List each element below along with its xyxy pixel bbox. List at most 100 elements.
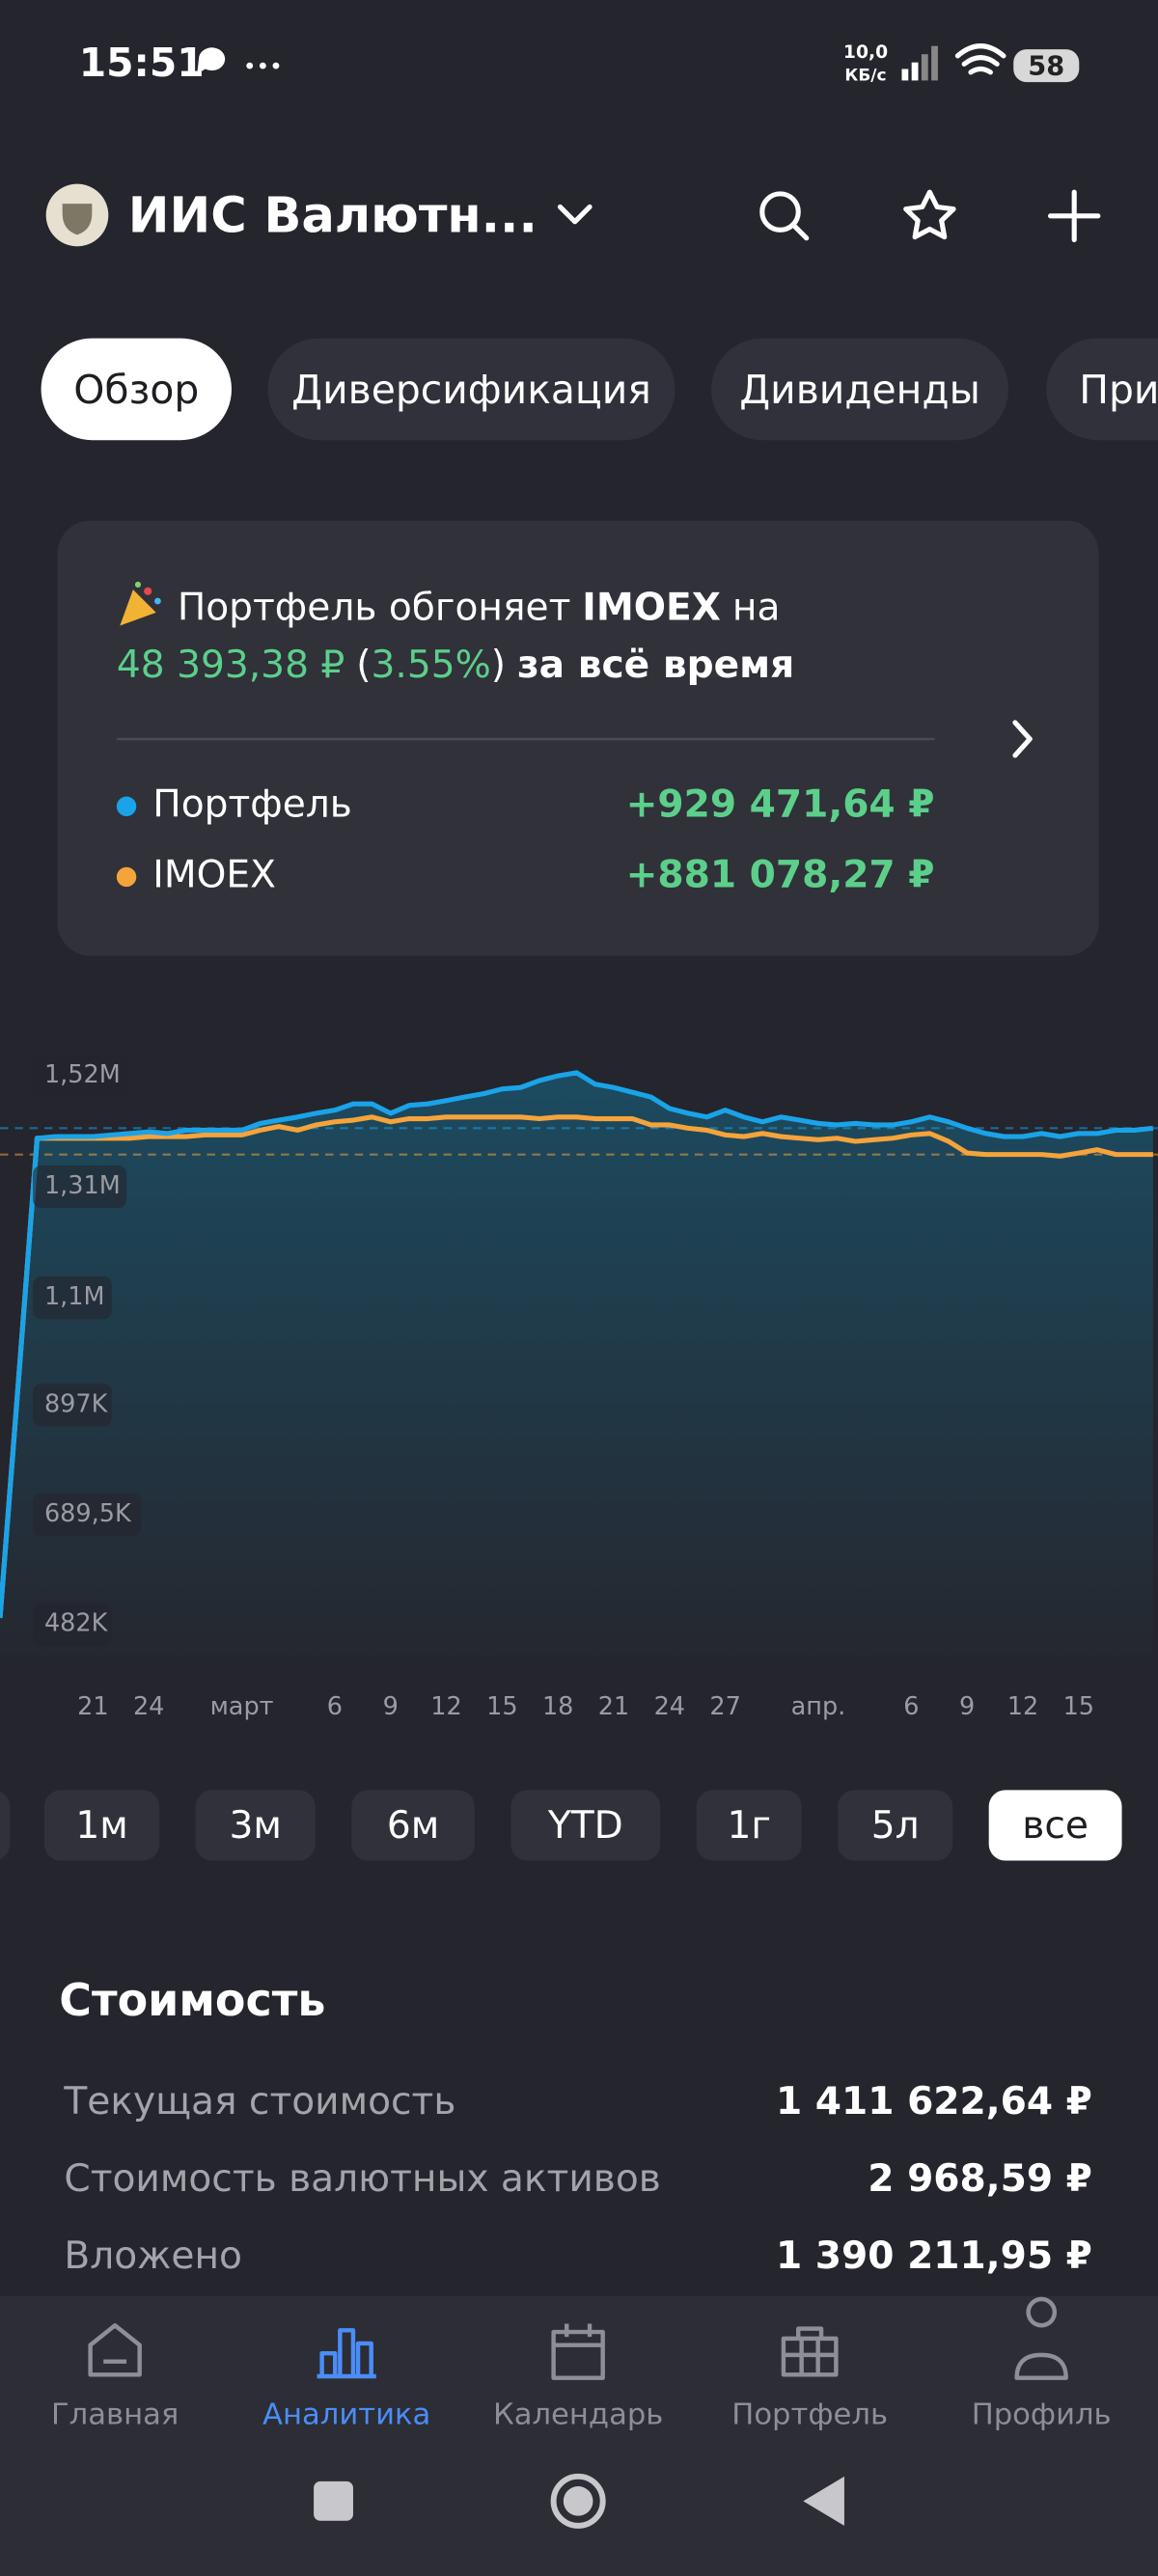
- y-tick-label: 1,52M: [44, 1060, 121, 1089]
- series-line: [0, 1114, 1153, 1619]
- nav-label[interactable]: Календарь: [493, 2398, 663, 2431]
- x-tick-label: 21: [77, 1692, 108, 1721]
- account-chevron[interactable]: [557, 204, 593, 225]
- x-tick-label: 12: [430, 1692, 461, 1721]
- x-tick-label: 12: [1007, 1692, 1038, 1721]
- nav-icon[interactable]: [317, 2328, 376, 2379]
- y-tick-label: 1,31M: [44, 1171, 121, 1200]
- status-time: 15:51: [79, 40, 205, 86]
- card-legend: Портфель +929 471,64 ₽ IMOEX +881 078,27 ₽: [116, 782, 935, 896]
- tab[interactable]: [711, 338, 1009, 441]
- network-unit: КБ/с: [844, 66, 886, 85]
- card-index-name: IMOEX: [582, 586, 721, 629]
- android-recents[interactable]: [314, 2480, 353, 2521]
- nav-label[interactable]: Аналитика: [262, 2398, 430, 2431]
- party-emoji: [120, 581, 161, 626]
- legend-dot: [116, 796, 137, 816]
- period-button[interactable]: [351, 1790, 475, 1861]
- y-tick-background: [33, 1054, 127, 1098]
- nav-label[interactable]: Портфель: [731, 2398, 888, 2431]
- legend-value: +929 471,64 ₽: [626, 782, 935, 826]
- difference-amount: 48 393,38 ₽: [117, 644, 345, 687]
- nav-icon[interactable]: [781, 2326, 839, 2377]
- x-tick-label: 27: [709, 1692, 740, 1721]
- card-headline-text: Портфель обгоняет: [178, 586, 571, 629]
- period-button[interactable]: [195, 1790, 316, 1861]
- period-selector: 1м 3м 6м YTD 1г 5л все: [0, 1790, 1122, 1861]
- nav-icon[interactable]: [1014, 2296, 1068, 2380]
- tab[interactable]: [267, 338, 676, 441]
- tab-label[interactable]: При: [1079, 367, 1158, 413]
- difference-percent: 3.55%: [371, 644, 490, 687]
- signal-icon: [901, 45, 938, 81]
- paren-close: ): [491, 644, 506, 687]
- series-line: [0, 1070, 1154, 1619]
- paren-open: (: [356, 644, 371, 687]
- y-tick-label: 897K: [44, 1389, 109, 1418]
- x-tick-label: 9: [383, 1692, 399, 1721]
- stat-value: 1 390 211,95 ₽: [776, 2234, 1092, 2278]
- status-chat-icon: [197, 47, 226, 74]
- tab[interactable]: [1046, 338, 1158, 441]
- period-button[interactable]: [988, 1790, 1122, 1861]
- nav-icon[interactable]: [551, 2323, 605, 2380]
- tab-label[interactable]: Обзор: [73, 367, 199, 413]
- area: [0, 1072, 1153, 1659]
- bottom-nav: [0, 2295, 1158, 2576]
- period-label[interactable]: все: [1022, 1804, 1089, 1848]
- legend-dot: [116, 866, 137, 888]
- nav-items: Главная Аналитика Календарь Портфель Профиль: [51, 2296, 1112, 2431]
- y-tick-background: [33, 1493, 142, 1537]
- period-label[interactable]: 3м: [229, 1804, 281, 1848]
- tab[interactable]: [41, 338, 232, 441]
- y-tick-label: 1,1M: [44, 1282, 105, 1311]
- x-tick-label: 6: [327, 1692, 343, 1721]
- nav-icon[interactable]: [88, 2323, 142, 2377]
- android-back[interactable]: [803, 2476, 844, 2526]
- card-arrow[interactable]: [1012, 720, 1033, 758]
- nav-label[interactable]: Профиль: [972, 2398, 1112, 2431]
- add-button[interactable]: [1047, 189, 1101, 243]
- nav-label[interactable]: Главная: [51, 2398, 179, 2431]
- card-difference: 48 393,38 ₽ (3.55%) за всё время: [117, 644, 794, 687]
- period-button[interactable]: [696, 1790, 802, 1861]
- legend-value: +881 078,27 ₽: [626, 853, 935, 896]
- search-button[interactable]: [759, 191, 810, 241]
- stat-value: 1 411 622,64 ₽: [776, 2080, 1092, 2124]
- legend-name: IMOEX: [152, 853, 276, 896]
- card-headline-end: на: [732, 586, 781, 629]
- period-button[interactable]: [43, 1790, 160, 1861]
- stats-title: Стоимость: [59, 1974, 325, 2026]
- period-button-clipped[interactable]: [0, 1790, 11, 1860]
- x-tick-label: 21: [598, 1692, 629, 1721]
- period-label[interactable]: 6м: [387, 1804, 439, 1848]
- x-tick-label: 24: [654, 1692, 685, 1721]
- x-tick-label: март: [210, 1692, 274, 1721]
- network-speed: 10,0: [843, 42, 888, 63]
- period-button[interactable]: [510, 1790, 661, 1861]
- tab-label[interactable]: Дивиденды: [739, 367, 980, 413]
- tab-label[interactable]: Диверсификация: [291, 367, 651, 413]
- period-label[interactable]: YTD: [547, 1804, 623, 1848]
- favorite-button[interactable]: [903, 189, 956, 240]
- period-label[interactable]: 1м: [75, 1804, 127, 1848]
- period-label[interactable]: 1г: [727, 1804, 770, 1848]
- x-tick-label: 15: [1063, 1692, 1094, 1721]
- wifi-icon: [954, 43, 1006, 75]
- difference-period: за всё время: [517, 644, 794, 687]
- battery: [1013, 49, 1080, 83]
- tabs: Обзор Диверсификация Дивиденды При: [41, 338, 1158, 441]
- y-tick-background: [33, 1165, 127, 1209]
- x-tick-label: 9: [959, 1692, 975, 1721]
- card-headline: Портфель обгоняет IMOEX на: [178, 586, 781, 629]
- battery-level: 58: [1028, 51, 1064, 81]
- period-label[interactable]: 5л: [871, 1804, 920, 1848]
- period-button[interactable]: [838, 1790, 953, 1861]
- header-title[interactable]: ИИС Валютн...: [128, 187, 538, 244]
- android-home[interactable]: [550, 2473, 606, 2529]
- x-tick-label: 18: [542, 1692, 573, 1721]
- status-more: [246, 62, 280, 69]
- stat-value: 2 968,59 ₽: [868, 2157, 1092, 2201]
